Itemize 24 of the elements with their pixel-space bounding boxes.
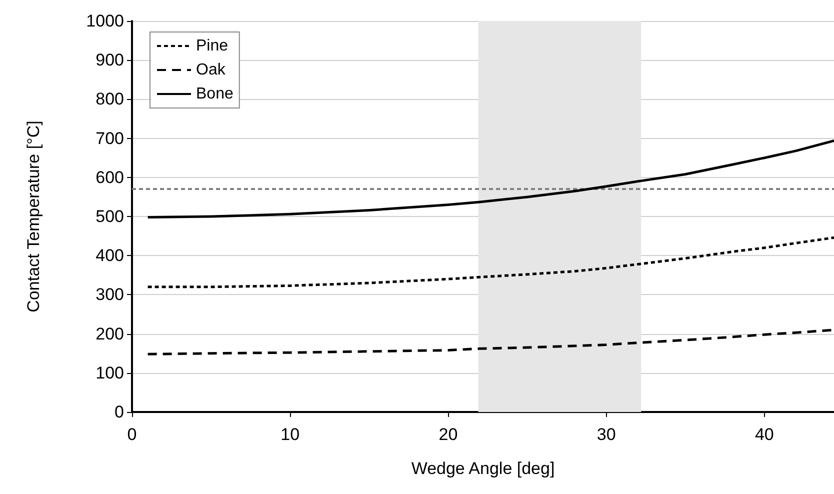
- y-tick-label: 1000: [86, 12, 124, 30]
- line-series: [146, 328, 834, 356]
- legend-label: Bone: [196, 86, 234, 102]
- legend-label: Pine: [196, 38, 228, 54]
- y-axis-title: Contact Temperature [°C]: [24, 120, 43, 312]
- x-tick-label: 0: [127, 425, 137, 444]
- line-series: [146, 139, 834, 219]
- x-tick-label: 20: [438, 425, 458, 444]
- y-tick-label: 800: [96, 90, 124, 109]
- x-axis-title: Wedge Angle [deg]: [411, 459, 555, 478]
- x-tick-label: 30: [596, 425, 616, 444]
- y-tick-label: 500: [96, 207, 124, 226]
- legend-label: Oak: [196, 62, 226, 78]
- y-tick-label: 200: [96, 324, 124, 344]
- y-tick-label: 0: [114, 402, 124, 422]
- x-tick-label: 40: [754, 425, 774, 444]
- y-tick-label: 600: [96, 168, 124, 187]
- y-tick-label: 300: [96, 285, 124, 304]
- y-tick-label: 900: [96, 50, 124, 70]
- y-tick-label: 400: [96, 246, 124, 266]
- y-tick-label: 700: [96, 128, 124, 148]
- x-tick-label: 10: [280, 425, 300, 444]
- y-tick-label: 100: [96, 363, 124, 382]
- line-series: [146, 236, 834, 288]
